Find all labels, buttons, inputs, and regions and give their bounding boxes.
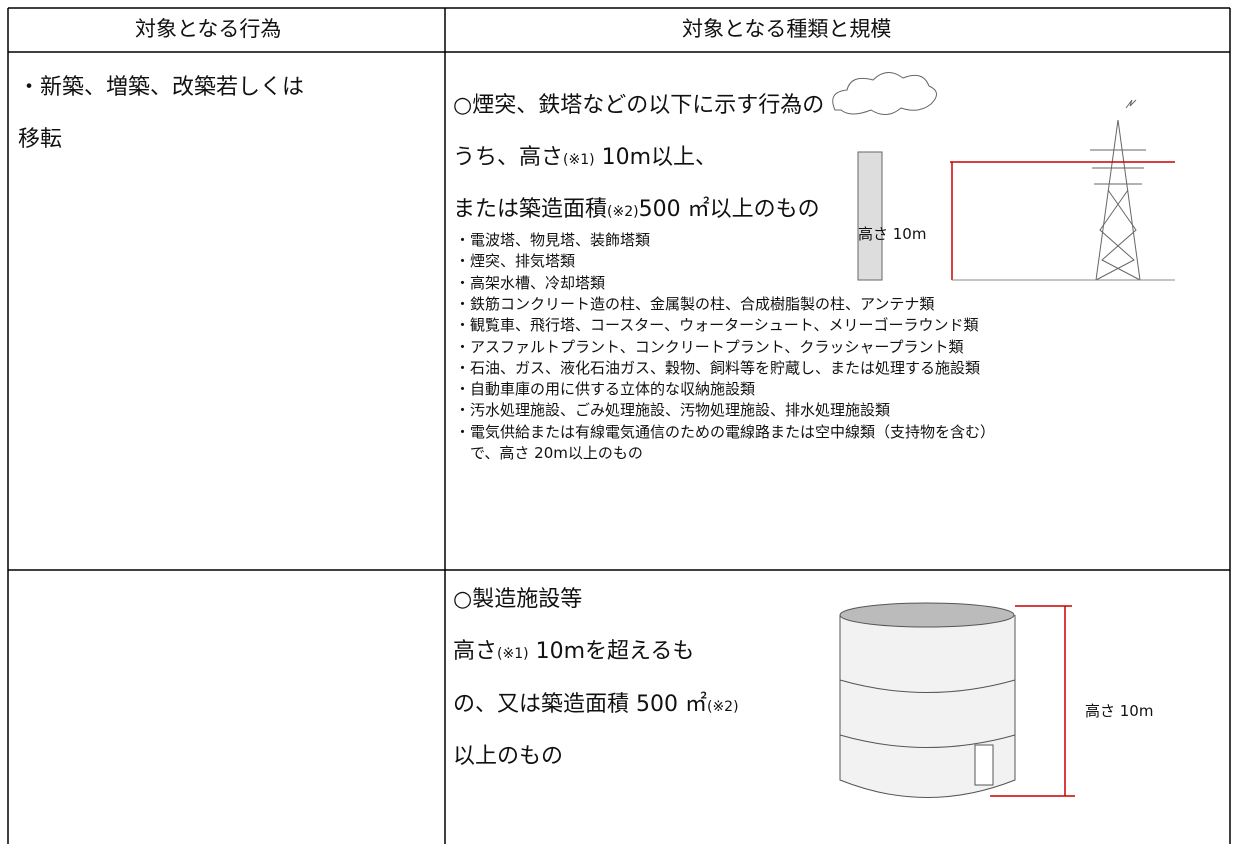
note: (※1) [497, 646, 529, 662]
list-item: で、高さ 20m以上のもの [455, 444, 643, 462]
note: (※1) [563, 152, 595, 168]
scope-line: うち、高さ(※1) 10m以上、 [453, 147, 717, 169]
list-item: ・高架水槽、冷却塔類 [455, 273, 606, 292]
list-item: ・電気供給または有線電気通信のための電線路または空中線類（支持物を含む） [455, 422, 996, 441]
list-item: ・汚水処理施設、ごみ処理施設、汚物処理施設、排水処理施設類 [455, 401, 891, 420]
list-item: ・煙突、排気塔類 [455, 252, 576, 271]
scope-line: 以上のもの [453, 746, 563, 768]
figure-tank [839, 602, 1075, 798]
scope-line: ○煙突、鉄塔などの以下に示す行為の [453, 95, 824, 117]
list-item: ・石油、ガス、液化石油ガス、穀物、飼料等を貯蔵し、または処理する施設類 [455, 358, 981, 377]
action-line: ・新築、増築、改築若しくは [18, 75, 305, 100]
scope-line: 高さ(※1) 10mを超えるも [453, 641, 694, 663]
text: 以上のもの [453, 744, 564, 769]
scope-line: または築造面積(※2)500 ㎡以上のもの [453, 199, 820, 221]
action-line: 移転 [18, 127, 63, 152]
scope-line: の、又は築造面積 500 ㎡(※2) [453, 694, 739, 716]
figure-label: 高さ 10m [858, 225, 927, 243]
list-item: ・アスファルトプラント、コンクリートプラント、クラッシャープラント類 [455, 337, 964, 356]
header-cell: 対象となる種類と規模 [682, 17, 892, 41]
text: うち、高さ [453, 145, 564, 170]
text: ○製造施設等 [453, 587, 583, 612]
list-item: ・自動車庫の用に供する立体的な収納施設類 [455, 380, 756, 399]
text: 高さ [453, 639, 498, 664]
list-item: ・電波塔、物見塔、装飾塔類 [455, 231, 651, 249]
note: (※2) [607, 204, 639, 220]
list-item: ・観覧車、飛行塔、コースター、ウォーターシュート、メリーゴーラウンド類 [455, 316, 979, 335]
text: ○煙突、鉄塔などの以下に示す行為の [453, 93, 825, 118]
header-cell: 対象となる行為 [135, 17, 282, 41]
text: 10m以上、 [594, 145, 717, 170]
figure-label: 高さ 10m [1085, 702, 1154, 720]
list-item: ・鉄筋コンクリート造の柱、金属製の柱、合成樹脂製の柱、アンテナ類 [455, 294, 935, 313]
text: 500 ㎡以上のもの [638, 197, 820, 222]
figure-chimney-tower [832, 72, 1175, 281]
text: 10mを超えるも [528, 639, 695, 664]
text: の、又は築造面積 500 ㎡ [453, 692, 707, 717]
note: (※2) [706, 699, 739, 715]
text: または築造面積 [453, 197, 608, 222]
scope-line: ○製造施設等 [453, 589, 582, 611]
